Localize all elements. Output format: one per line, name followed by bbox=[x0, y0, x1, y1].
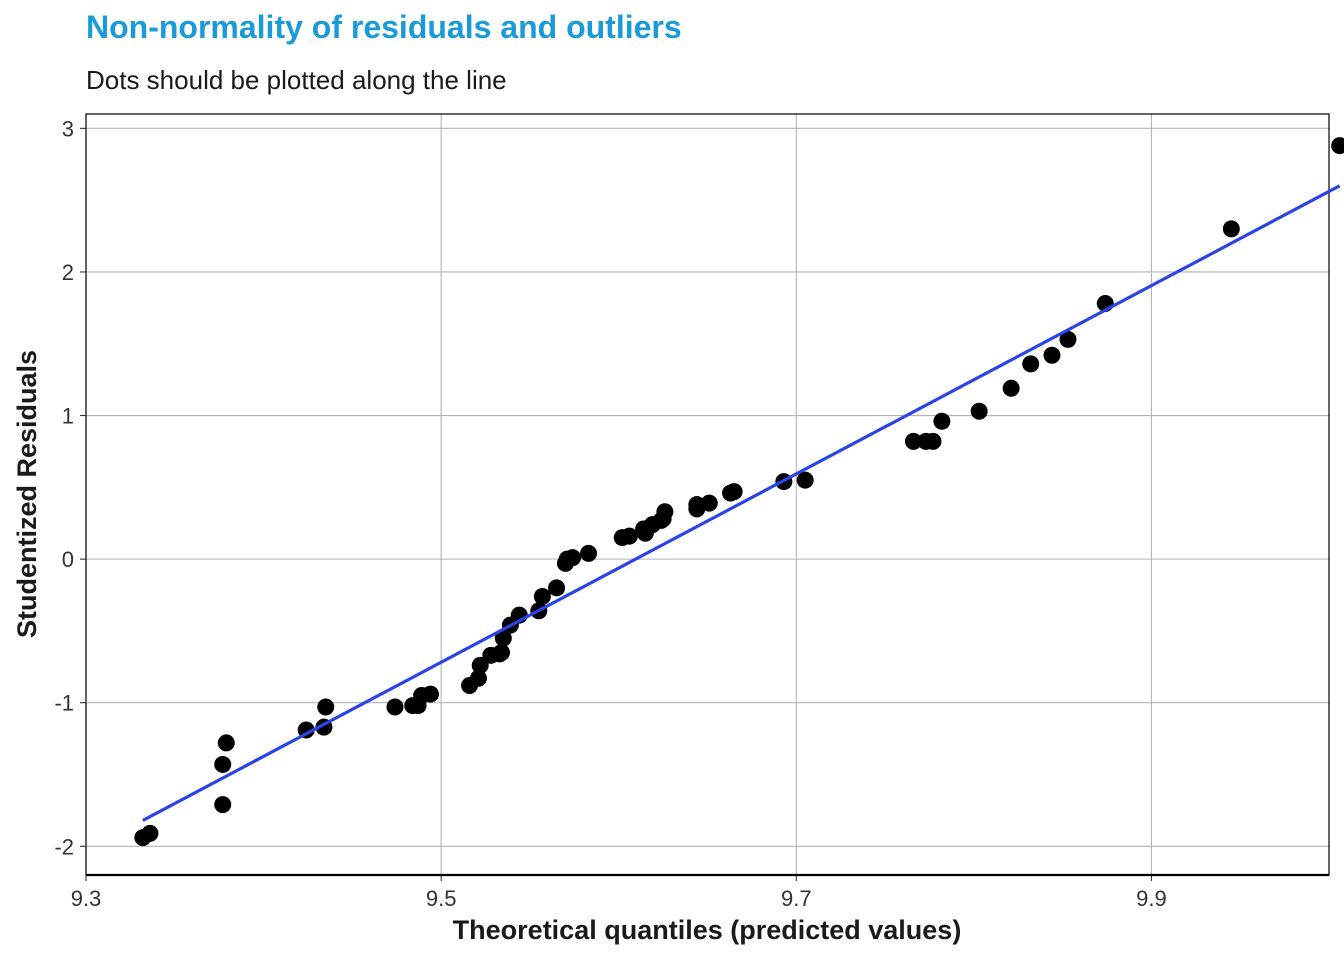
x-tick-label: 9.9 bbox=[1136, 886, 1167, 911]
data-point bbox=[656, 503, 674, 521]
axes: 9.3 9.5 9.7 9.9 -2 -1 0 1 2 3 bbox=[54, 116, 1329, 911]
x-tick-label: 9.5 bbox=[426, 886, 457, 911]
y-tick-label: 2 bbox=[62, 260, 74, 285]
data-point bbox=[141, 824, 159, 842]
data-point bbox=[548, 579, 566, 597]
plot-panel-border bbox=[85, 113, 1330, 876]
y-tick-label: 1 bbox=[62, 404, 74, 429]
data-point bbox=[493, 643, 511, 661]
data-point bbox=[970, 402, 988, 420]
y-axis-title: Studentized Residuals bbox=[12, 350, 42, 638]
data-point bbox=[564, 549, 582, 567]
reference-line-group bbox=[142, 184, 1341, 822]
data-point bbox=[688, 496, 706, 514]
data-point bbox=[725, 483, 743, 501]
y-tick-label: -2 bbox=[54, 834, 74, 859]
data-points bbox=[134, 137, 1344, 847]
x-tick-label: 9.7 bbox=[781, 886, 812, 911]
data-point bbox=[421, 685, 439, 703]
data-point bbox=[297, 721, 315, 739]
data-point bbox=[533, 587, 551, 605]
data-point bbox=[386, 698, 404, 716]
y-tick-label: -1 bbox=[54, 691, 74, 716]
y-tick-label: 0 bbox=[62, 547, 74, 572]
reference-line bbox=[142, 184, 1341, 822]
data-point bbox=[620, 527, 638, 545]
grid-lines bbox=[85, 114, 1329, 875]
data-point bbox=[217, 734, 235, 752]
data-point bbox=[1331, 137, 1344, 155]
data-point bbox=[317, 698, 335, 716]
data-point bbox=[1222, 220, 1240, 238]
data-point bbox=[924, 432, 942, 450]
data-point bbox=[469, 669, 487, 687]
data-point bbox=[1043, 346, 1061, 364]
x-tick-label: 9.3 bbox=[71, 886, 102, 911]
y-tick-label: 3 bbox=[62, 116, 74, 141]
data-point bbox=[471, 656, 489, 674]
data-point bbox=[933, 412, 951, 430]
data-point bbox=[1059, 330, 1077, 348]
data-point bbox=[580, 544, 598, 562]
data-point bbox=[1002, 379, 1020, 397]
data-point bbox=[700, 494, 718, 512]
chart-subtitle: Dots should be plotted along the line bbox=[86, 65, 507, 95]
data-point bbox=[796, 471, 814, 489]
data-point bbox=[904, 432, 922, 450]
x-axis-title: Theoretical quantiles (predicted values) bbox=[453, 915, 962, 945]
data-point bbox=[494, 629, 512, 647]
data-point bbox=[214, 796, 232, 814]
data-point bbox=[214, 755, 232, 773]
data-point bbox=[1022, 355, 1040, 373]
chart-title: Non-normality of residuals and outliers bbox=[86, 9, 682, 45]
